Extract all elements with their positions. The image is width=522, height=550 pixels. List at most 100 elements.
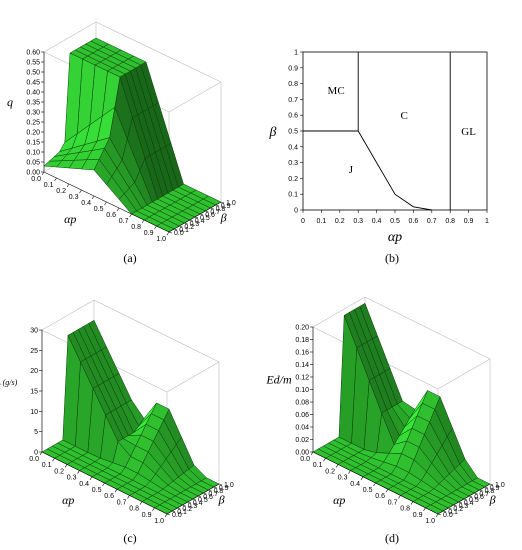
x-tick <box>360 476 364 480</box>
y-tick <box>192 498 197 501</box>
z-tick-label: 0.00 <box>295 450 309 457</box>
y-tick-label: 0.3 <box>190 221 200 228</box>
y-tick <box>174 228 178 231</box>
y-tick-label: 0 <box>294 208 298 215</box>
y-tick <box>166 513 171 516</box>
x-tick-label: 0.4 <box>81 200 91 207</box>
z-tick-label: 0.06 <box>295 412 309 419</box>
x-tick-label: 1.0 <box>156 236 166 243</box>
x-tick-label: 0.1 <box>313 462 323 469</box>
y-tick-label: 0.3 <box>459 503 469 510</box>
z-tick-label: 0.50 <box>26 70 40 77</box>
x-tick-label: 0.3 <box>353 218 363 225</box>
y-tick-label: 0.3 <box>188 503 198 510</box>
y-tick-label: 0.2 <box>288 176 298 183</box>
x-tick-label: 1 <box>485 218 489 225</box>
x-tick <box>116 207 120 212</box>
caption-c: (c) <box>123 531 136 545</box>
region-label: C <box>401 110 408 122</box>
y-tick-label: 0.0 <box>174 230 184 237</box>
x-axis-label: αp <box>333 493 345 507</box>
box-edge <box>43 21 97 53</box>
y-tick <box>187 501 191 504</box>
x-tick <box>310 451 314 456</box>
x-tick <box>39 451 43 456</box>
x-tick <box>435 513 439 518</box>
y-tick-label: 0.1 <box>288 192 298 199</box>
z-tick-label: 0 <box>34 450 38 457</box>
y-tick <box>437 513 442 516</box>
y-tick <box>453 504 457 507</box>
x-tick <box>348 470 351 474</box>
x-tick <box>385 489 389 493</box>
z-tick-label: 0.30 <box>26 110 40 117</box>
z-tick-label: 0.08 <box>295 400 309 407</box>
x-tick <box>41 171 45 176</box>
z-tick-label: 0.45 <box>26 80 40 87</box>
x-tick <box>129 213 132 218</box>
x-tick-label: 0.1 <box>44 182 54 189</box>
x-tick-label: 0.9 <box>413 512 423 519</box>
y-tick-label: 0.0 <box>443 512 453 519</box>
z-tick-label: 0.16 <box>295 350 309 357</box>
x-tick <box>323 458 326 462</box>
z-tick-label: 0.15 <box>26 140 40 147</box>
phase-diagram-b: 0 0.1 0.2 0.3 0.4 0.5 0.6 0.7 0.8 0.9 1 0 0.1 0.2 0.3 0… <box>269 50 490 246</box>
y-tick-label: 0.9 <box>288 65 298 72</box>
y-tick-label: 1.0 <box>224 482 234 489</box>
y-tick <box>208 489 212 492</box>
z-tick-label: 0.02 <box>295 437 309 444</box>
caption-d: (d) <box>385 531 399 545</box>
y-tick-label: 0.4 <box>288 144 298 151</box>
x-tick-label: 0.1 <box>42 462 52 469</box>
y-tick-label: 0.9 <box>221 203 231 210</box>
x-tick-label: 0.8 <box>129 506 139 513</box>
x-tick-label: 0.4 <box>79 481 89 488</box>
z-tick-label: 0.20 <box>26 130 40 137</box>
y-tick <box>184 222 188 225</box>
x-tick-label: 0.4 <box>372 218 382 225</box>
y-tick <box>215 204 219 207</box>
x-tick <box>423 507 426 511</box>
y-tick <box>177 507 181 510</box>
y-tick <box>213 486 217 489</box>
x-tick <box>335 464 339 468</box>
surface-patch <box>359 302 378 340</box>
x-tick-label: 0.7 <box>117 499 127 506</box>
box-edge <box>168 81 222 113</box>
y-tick-label: 0.6 <box>203 494 213 501</box>
x-axis-label: αp <box>64 212 76 226</box>
y-tick-label: 1.0 <box>226 200 236 207</box>
surface-chart-d: 0.00 0.02 0.04 0.06 0.08 0.10 0.12 0.14 0.16 0.18… <box>265 296 505 525</box>
z-tick-label: 0.10 <box>26 150 40 157</box>
z-tick-label: 10 <box>30 409 38 416</box>
y-tick <box>182 504 186 507</box>
x-tick-label: 0 <box>301 218 305 225</box>
x-tick-label: 0.5 <box>94 206 104 213</box>
z-tick-label: 0.04 <box>295 425 309 432</box>
y-tick <box>479 489 483 492</box>
x-tick-label: 1.0 <box>425 518 435 525</box>
y-tick-label: 0.2 <box>184 224 194 231</box>
y-tick <box>194 216 199 219</box>
x-tick <box>54 177 57 182</box>
y-tick-label: 0.5 <box>198 497 208 504</box>
y-tick-label: 0.7 <box>479 491 489 498</box>
x-tick-label: 1.0 <box>154 518 164 525</box>
x-tick-label: 0.9 <box>144 230 154 237</box>
x-tick-label: 0.0 <box>29 456 39 463</box>
y-tick-label: 0.3 <box>288 160 298 167</box>
box-edge <box>364 296 491 360</box>
y-tick-label: 0.5 <box>288 129 298 136</box>
x-tick-label: 0.3 <box>67 475 77 482</box>
y-tick <box>443 510 447 513</box>
y-tick-label: 0.6 <box>288 113 298 120</box>
surface-chart-c: 0510152025300.00.10.20.30.40.50.60.70.80… <box>0 299 234 525</box>
y-tick <box>210 207 214 210</box>
x-tick-label: 0.5 <box>363 487 373 494</box>
z-tick-label: 0.60 <box>26 50 40 57</box>
surface-patch <box>90 37 110 48</box>
region-label: MC <box>328 85 345 97</box>
x-tick-label: 0.8 <box>400 506 410 513</box>
z-tick-label: 0.14 <box>295 362 309 369</box>
